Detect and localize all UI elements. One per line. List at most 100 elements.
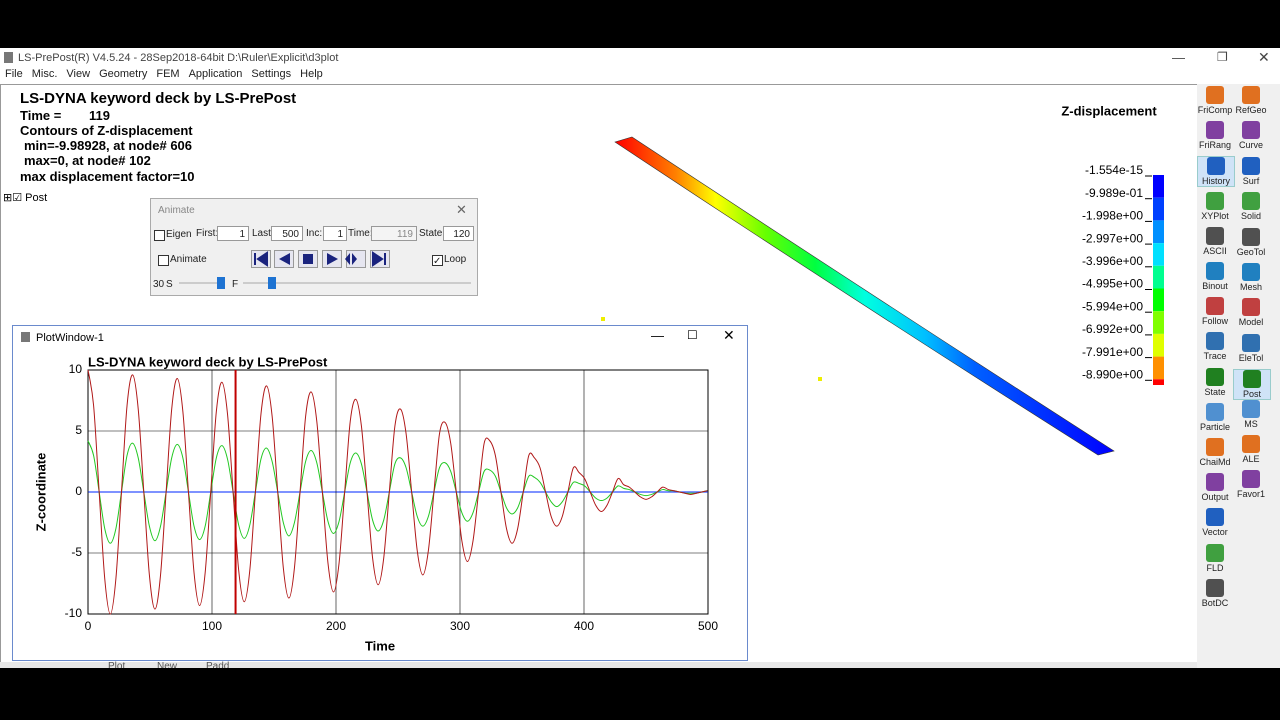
tool-label: RefGeo [1235, 105, 1267, 115]
bottom-bar: Plot New Padd [0, 661, 1197, 668]
legend-swatch [1153, 175, 1164, 198]
menu-item[interactable]: File [5, 68, 23, 80]
tool-button[interactable]: RefGeo [1233, 86, 1269, 115]
close[interactable]: ✕ [1258, 49, 1270, 65]
tool-icon [1206, 262, 1224, 280]
tool-button[interactable]: State [1197, 367, 1233, 397]
x-tick-label: 0 [85, 619, 92, 633]
tool-button[interactable]: Surf [1233, 156, 1269, 186]
tool-label: MS [1244, 419, 1258, 430]
tool-label: Curve [1238, 140, 1263, 151]
inc-input[interactable]: 1 [323, 226, 347, 241]
model-view [601, 136, 1115, 456]
tool-button[interactable]: BotDC [1197, 578, 1233, 608]
tool-icon [1206, 508, 1224, 527]
tool-icon [1242, 121, 1260, 140]
legend-label: -2.997e+00 [1082, 231, 1143, 245]
bottom-tab[interactable]: Plot [108, 661, 126, 668]
state-input[interactable]: 120 [443, 226, 474, 241]
plot-close[interactable]: ✕ [723, 327, 735, 343]
tool-label: ALE [1242, 454, 1260, 464]
tool-button[interactable]: ASCII [1197, 226, 1233, 256]
loop-checkbox[interactable]: ✓ [432, 255, 443, 267]
menu-bar: File Misc. View Geometry FEM Application Setti… [0, 68, 332, 84]
tool-icon [1206, 438, 1224, 456]
tool-button[interactable]: History [1197, 156, 1235, 188]
eigen-checkbox[interactable] [154, 230, 165, 241]
tool-button[interactable]: Post [1233, 369, 1271, 401]
plot-window-title: PlotWindow-1 [36, 332, 104, 344]
tool-button[interactable]: ALE [1233, 435, 1269, 464]
tool-button[interactable]: FLD [1197, 543, 1233, 573]
maximize[interactable]: ❐ [1217, 50, 1228, 64]
bottom-tab[interactable]: New [157, 661, 178, 668]
tool-button[interactable]: Particle [1197, 402, 1233, 432]
tool-label: Post [1242, 389, 1261, 400]
legend-title: Z-displacement [1061, 103, 1157, 118]
tool-button[interactable]: GeoTol [1233, 227, 1269, 257]
factor-text: max displacement factor=10 [20, 169, 195, 184]
time-value: 119 [89, 108, 110, 123]
legend-label: -4.995e+00 [1082, 277, 1143, 291]
menu-item[interactable]: Settings [251, 68, 292, 80]
app-window: LS-PrePost(R) V4.5.24 - 28Sep2018-64bit … [0, 48, 1280, 668]
tool-label: Particle [1199, 421, 1230, 432]
tool-button[interactable]: ChaiMd [1197, 438, 1233, 467]
tool-label: Solid [1240, 211, 1261, 222]
tool-icon [1206, 191, 1224, 210]
tool-label: Follow [1201, 316, 1228, 327]
tool-label: Mesh [1239, 282, 1262, 292]
tool-button[interactable]: XYPlot [1197, 191, 1233, 221]
tool-button[interactable]: MS [1233, 400, 1269, 429]
tool-icon [1206, 86, 1224, 104]
legend-swatch [1153, 356, 1164, 380]
tool-button[interactable]: Binout [1197, 262, 1233, 291]
legend-swatch [1153, 243, 1164, 266]
plot-maximize[interactable]: ☐ [687, 328, 698, 342]
last-input[interactable]: 500 [271, 226, 303, 241]
bottom-tab[interactable]: Padd [206, 661, 230, 668]
tool-button[interactable]: EleTol [1233, 333, 1269, 363]
beam [614, 136, 1115, 456]
first-input[interactable]: 1 [217, 226, 249, 241]
tool-label: Favor1 [1236, 488, 1265, 499]
inc-label: Inc: [306, 228, 323, 239]
tool-button[interactable]: Favor1 [1233, 469, 1269, 499]
tool-button[interactable]: Trace [1197, 332, 1233, 361]
dialog-close[interactable]: ✕ [456, 202, 467, 217]
plot-minimize[interactable]: — [651, 328, 664, 343]
menu-item[interactable]: Geometry [99, 68, 148, 80]
tool-button[interactable]: Model [1233, 298, 1269, 327]
tool-button[interactable]: Curve [1233, 121, 1269, 150]
menu-item[interactable]: FEM [156, 68, 180, 80]
marker [818, 377, 822, 381]
speed-track [179, 282, 224, 284]
animate-checkbox[interactable] [158, 255, 169, 266]
tool-button[interactable]: FriRang [1197, 121, 1233, 150]
y-tick-label: -5 [71, 545, 82, 559]
legend-label: -3.996e+00 [1082, 254, 1143, 268]
tool-label: GeoTol [1236, 246, 1266, 257]
tool-icon [1206, 578, 1224, 597]
tool-button[interactable]: Vector [1197, 508, 1233, 537]
tool-button[interactable]: Mesh [1233, 263, 1269, 292]
menu-item[interactable]: Help [300, 68, 323, 80]
menu-item[interactable]: View [66, 68, 91, 80]
tool-icon [1207, 157, 1225, 176]
speed-thumb[interactable] [217, 277, 225, 289]
contour-label: Contours of Z-displacement [20, 123, 193, 138]
menu-item[interactable]: Misc. [31, 68, 58, 80]
tree-item[interactable]: ⊞☑ Post [3, 192, 48, 204]
menu-item[interactable]: Application [188, 68, 243, 80]
legend-swatch [1153, 333, 1164, 357]
tool-icon [1242, 469, 1260, 488]
tool-button[interactable]: Solid [1233, 192, 1269, 221]
tool-icon [1242, 333, 1260, 352]
legend-label: -8.990e+00 [1082, 367, 1143, 381]
tool-button[interactable]: Follow [1197, 297, 1233, 326]
minimize[interactable]: — [1172, 50, 1185, 65]
tool-button[interactable]: Output [1197, 473, 1233, 502]
tool-button[interactable]: FriComp [1197, 86, 1233, 115]
frame-thumb[interactable] [268, 277, 276, 289]
